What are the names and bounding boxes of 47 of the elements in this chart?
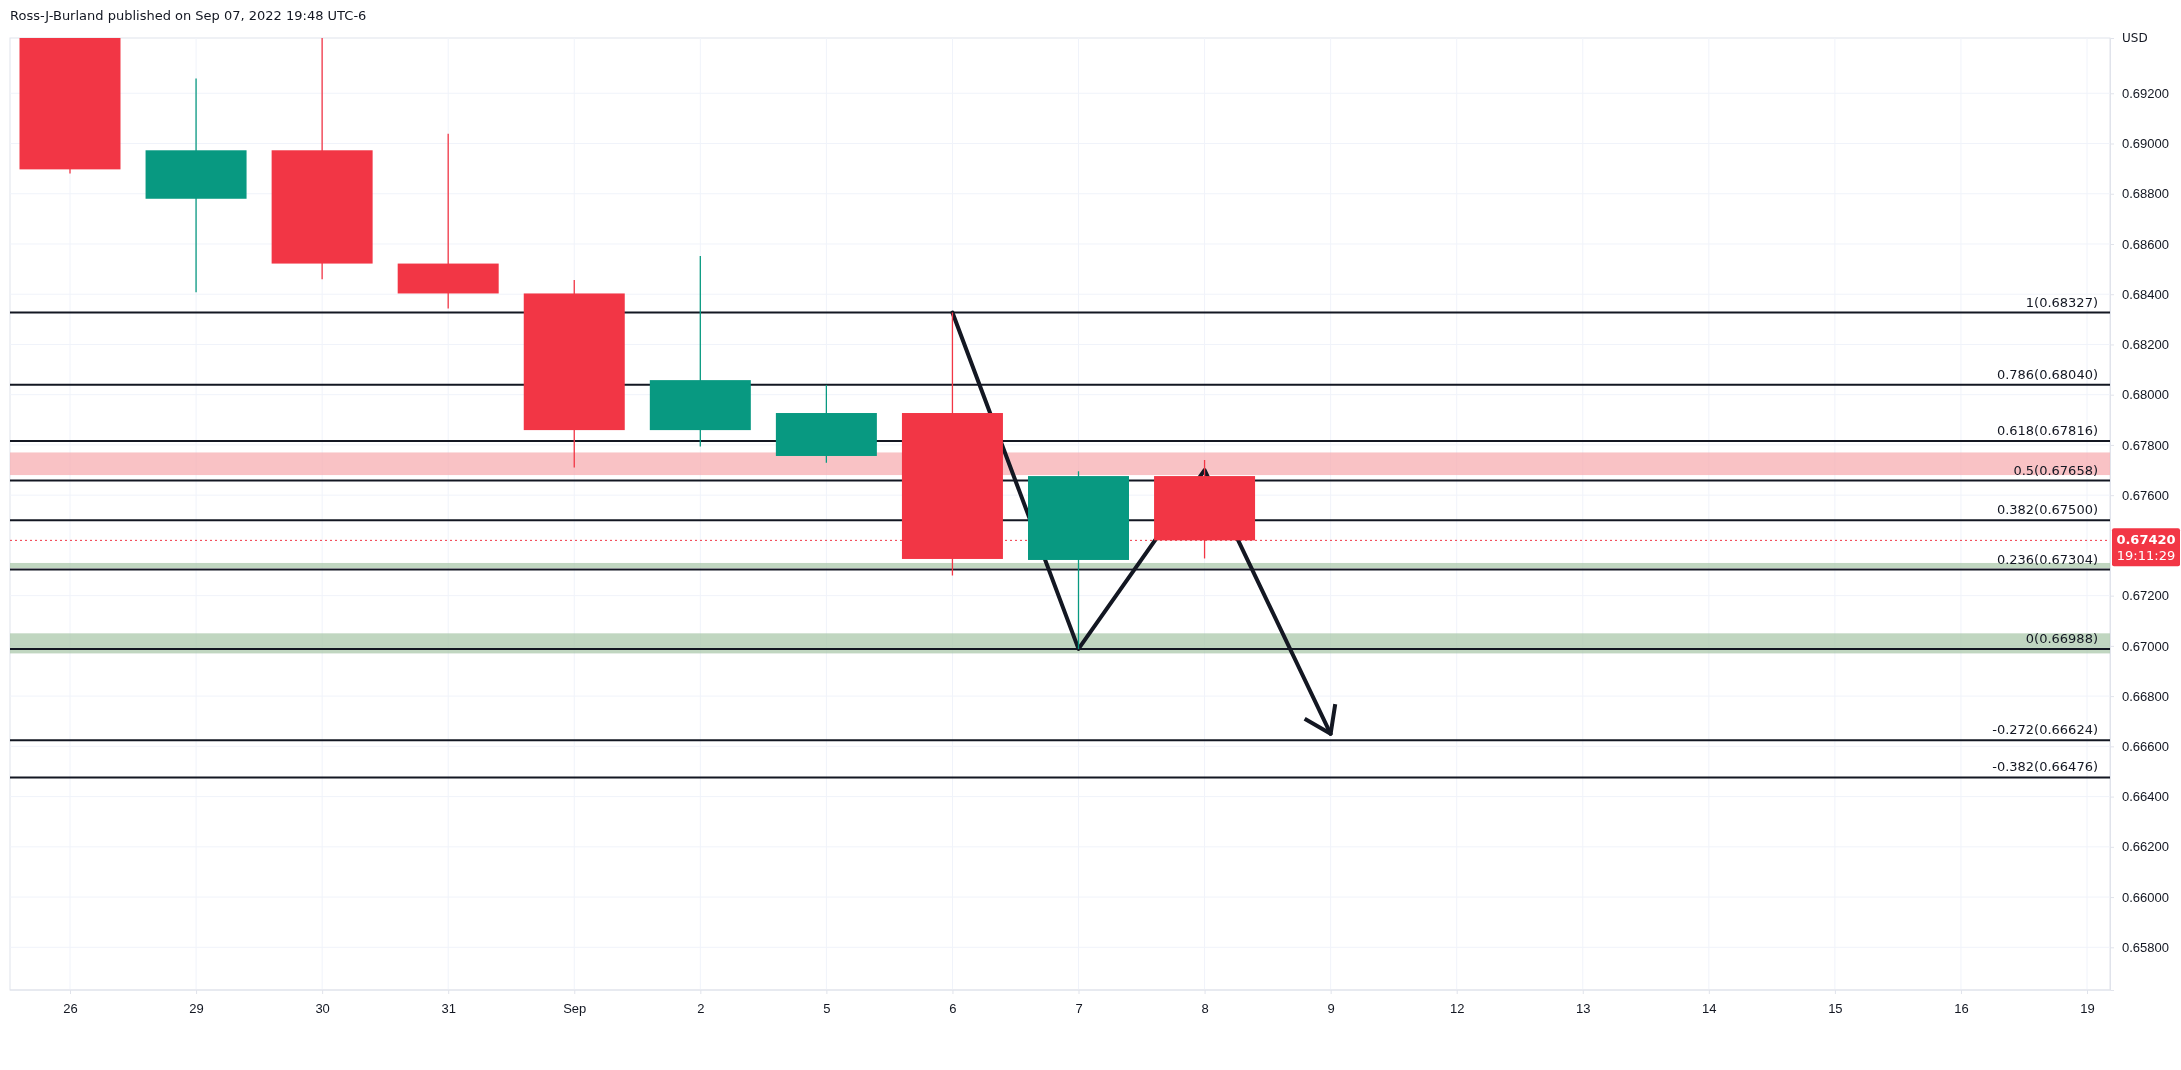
- x-tick-label: 26: [63, 1000, 78, 1016]
- y-tick-label: 0.66000: [2122, 889, 2169, 905]
- y-tick-label: 0.66800: [2122, 688, 2169, 704]
- x-tick-label: 5: [823, 1000, 831, 1016]
- ref-line-label: 0.786(0.68040): [1996, 366, 2098, 382]
- y-axis-title: USD: [2122, 31, 2148, 45]
- ref-line-label: 0.236(0.67304): [1996, 551, 2098, 567]
- y-tick-label: 0.66600: [2122, 739, 2169, 755]
- x-tick-label: 16: [1954, 1000, 1969, 1016]
- ref-line-label: -0.272(0.66624): [1992, 722, 2098, 738]
- x-tick-label: 2: [697, 1000, 705, 1016]
- ref-line-label: 0.618(0.67816): [1996, 422, 2098, 438]
- text: 19:11:29: [2116, 548, 2176, 564]
- x-tick-label: 12: [1449, 1000, 1465, 1016]
- x-tick-label: 31: [441, 1000, 456, 1016]
- y-tick-label: 0.67200: [2122, 588, 2169, 604]
- ref-line-label: 0.5(0.67658): [2013, 462, 2098, 478]
- y-tick-label: 0.68800: [2122, 186, 2169, 202]
- y-tick-label: 0.69000: [2122, 136, 2169, 152]
- y-tick-label: 0.67600: [2122, 487, 2169, 503]
- x-tick-label: Sep: [563, 1000, 587, 1016]
- y-tick-label: 0.66400: [2122, 789, 2169, 805]
- ref-line-label: -0.382(0.66476): [1992, 759, 2098, 775]
- y-tick-label: 0.67000: [2122, 638, 2169, 654]
- x-tick-label: 7: [1075, 1000, 1083, 1016]
- y-tick-label: 0.67800: [2122, 437, 2169, 453]
- y-tick-label: 0.68000: [2122, 387, 2169, 403]
- text: Ross-J-Burland published on Sep 07, 2022 19:48 UTC-6: [10, 8, 367, 23]
- x-tick-label: 19: [2080, 1000, 2095, 1016]
- y-tick-label: 0.65800: [2122, 939, 2169, 955]
- x-tick-label: 9: [1327, 1000, 1335, 1016]
- x-tick-label: 13: [1576, 1000, 1591, 1016]
- y-tick-label: 0.69200: [2122, 85, 2169, 101]
- x-tick-label: 6: [949, 1000, 957, 1016]
- ref-line-label: 1(0.68327): [2025, 294, 2098, 310]
- ref-line-label: 0.67420: [2116, 532, 2176, 548]
- x-tick-label: 29: [189, 1000, 204, 1016]
- x-tick-label: 15: [1828, 1000, 1843, 1016]
- y-tick-label: 0.66200: [2122, 839, 2169, 855]
- x-tick-label: 14: [1702, 1000, 1717, 1016]
- x-tick-label: 8: [1201, 1000, 1209, 1016]
- y-tick-label: 0.68400: [2122, 286, 2169, 302]
- y-tick-label: 0.68200: [2122, 337, 2169, 353]
- ref-line-label: 0.382(0.67500): [1996, 502, 2098, 518]
- x-tick-label: 30: [315, 1000, 330, 1016]
- ref-line-label: 0(0.66988): [2025, 630, 2098, 646]
- y-tick-label: 0.68600: [2122, 236, 2169, 252]
